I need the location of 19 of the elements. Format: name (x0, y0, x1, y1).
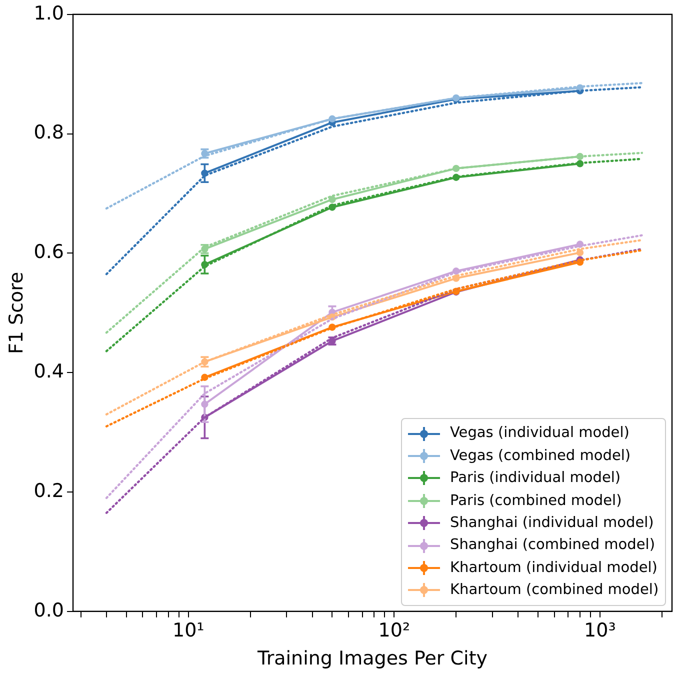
legend-label: Khartoum (individual model) (450, 558, 658, 578)
x-tick-label: 10² (378, 620, 410, 642)
y-tick-label: 0.4 (34, 360, 64, 383)
legend-label: Khartoum (combined model) (450, 581, 659, 600)
legend-label: Shanghai (combined model) (450, 536, 655, 556)
y-tick-label: 0.2 (34, 480, 64, 502)
y-tick-label: 0.0 (34, 599, 64, 622)
y-tick-label: 0.8 (34, 122, 64, 144)
legend-label: Shanghai (individual model) (450, 514, 654, 534)
y-axis-title: F1 Score (5, 272, 28, 354)
x-axis-title: Training Images Per City (256, 648, 488, 670)
y-tick-label: 0.6 (34, 241, 64, 264)
legend-label: Paris (individual model) (450, 469, 621, 488)
x-tick-label: 10³ (584, 620, 616, 642)
y-tick-label: 1.0 (34, 2, 64, 24)
legend-label: Paris (combined model) (450, 492, 622, 511)
legend-label: Vegas (combined model) (450, 446, 631, 466)
legend-label: Vegas (individual model) (450, 424, 630, 444)
x-tick-label: 10¹ (172, 620, 204, 642)
